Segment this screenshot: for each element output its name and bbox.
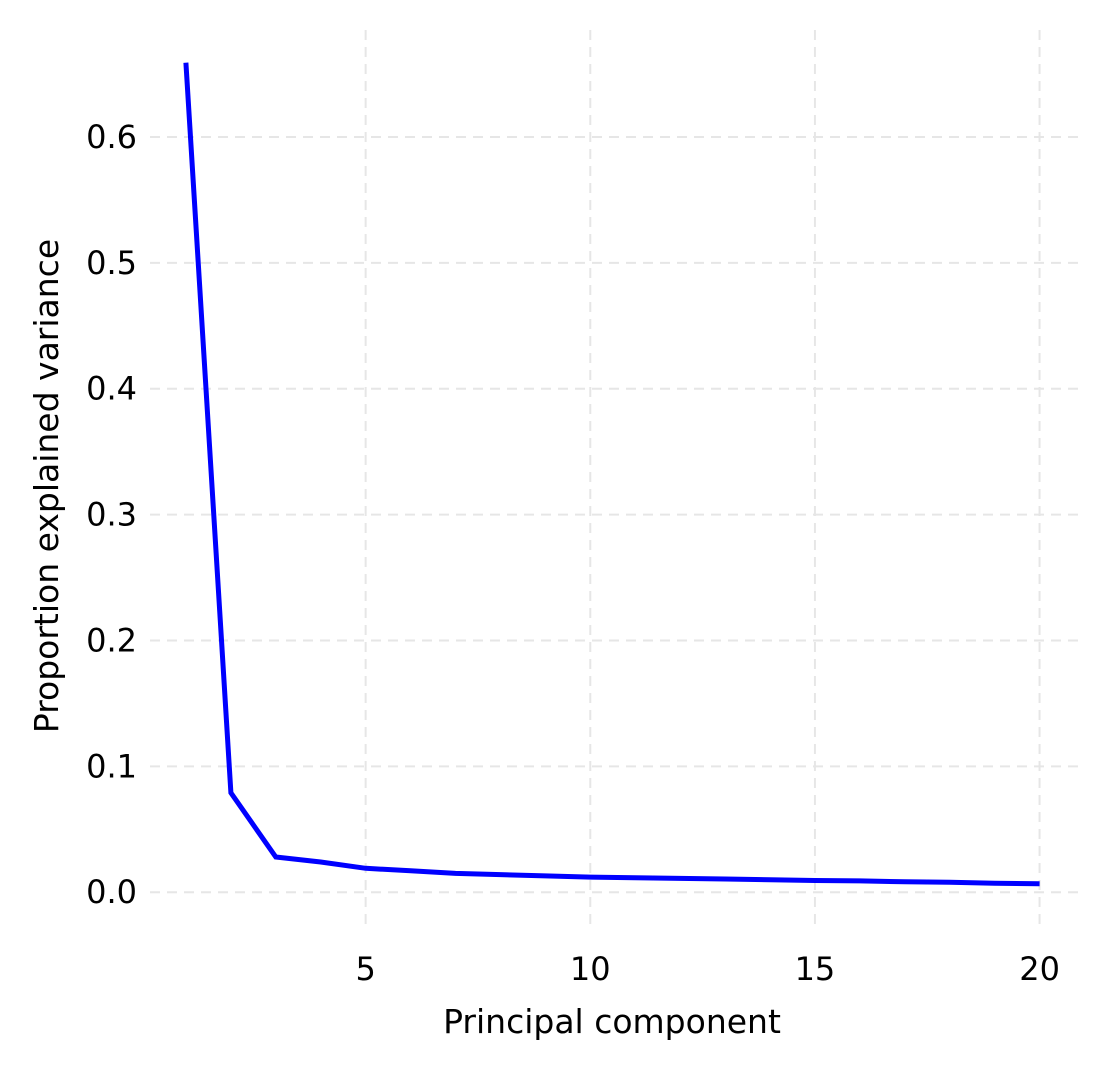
y-axis-ticks: 0.0 0.1 0.2 0.3 0.4 0.5 0.6 <box>86 118 137 911</box>
y-tick-label: 0.2 <box>86 621 137 659</box>
y-tick-label: 0.0 <box>86 873 137 911</box>
x-axis-ticks: 5 10 15 20 <box>355 950 1059 988</box>
x-tick-label: 5 <box>355 950 375 988</box>
x-tick-label: 10 <box>570 950 611 988</box>
y-tick-label: 0.5 <box>86 244 137 282</box>
y-axis-title: Proportion explained variance <box>27 239 66 733</box>
x-axis-title: Principal component <box>443 1002 781 1041</box>
y-tick-label: 0.6 <box>86 118 137 156</box>
series-layer <box>183 62 1040 887</box>
x-tick-label: 20 <box>1019 950 1060 988</box>
grid <box>150 30 1080 930</box>
y-tick-label: 0.1 <box>86 747 137 785</box>
y-tick-label: 0.3 <box>86 496 137 534</box>
x-tick-label: 15 <box>795 950 836 988</box>
y-tick-label: 0.4 <box>86 370 137 408</box>
series-line <box>183 62 1040 887</box>
